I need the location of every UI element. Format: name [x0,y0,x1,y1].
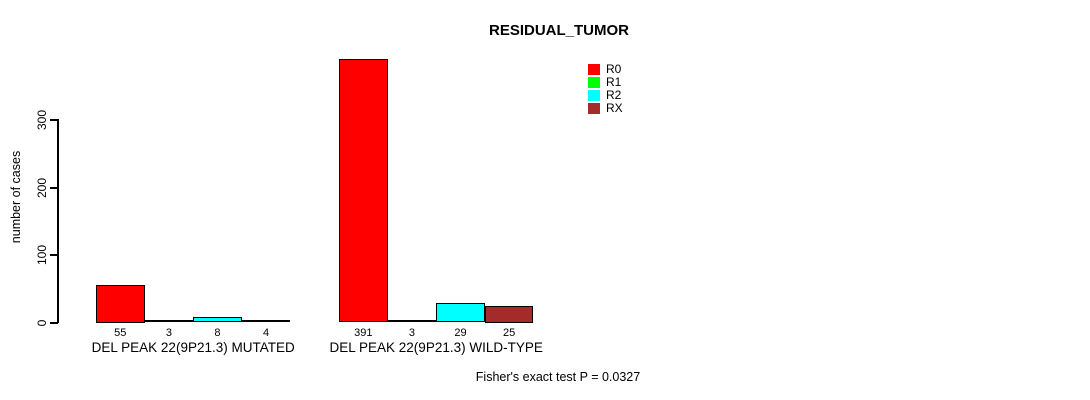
legend-item-r2: R2 [588,88,623,102]
y-tick-mark [50,119,58,121]
fisher-test-annotation: Fisher's exact test P = 0.0327 [475,370,641,384]
legend-label: R0 [606,62,622,76]
legend-swatch-r0 [588,64,600,75]
legend-item-r1: R1 [588,75,623,89]
y-tick-mark [50,321,58,324]
bar-r0 [339,58,388,323]
bar-value-label: 8 [214,327,221,339]
y-tick-label: 200 [35,177,49,198]
bar-value-label: 55 [114,327,127,339]
bar-value-label: 25 [502,327,516,339]
chart-title: RESIDUAL_TUMOR [488,22,630,39]
y-tick-label: 0 [35,319,49,326]
bar-r1 [144,320,194,323]
legend-item-r0: R0 [588,62,623,76]
legend-label: R1 [606,75,622,89]
legend-item-rx: RX [588,101,623,115]
y-tick-mark [50,186,58,189]
group-label: DEL PEAK 22(9P21.3) WILD-TYPE [329,340,543,355]
y-axis-line [57,119,59,323]
bar-rx [484,305,534,323]
bar-r2 [193,317,242,323]
y-axis-title: number of cases [9,150,23,244]
y-tick-mark [50,254,58,256]
legend-swatch-rx [588,103,600,114]
legend-swatch-r1 [588,77,600,88]
bar-value-label: 4 [263,327,270,339]
bar-value-label: 3 [165,327,172,339]
legend: R0 R1 R2 RX [588,62,623,115]
bar-value-label: 29 [454,327,467,339]
legend-label: RX [606,101,623,115]
y-tick-label: 100 [35,244,49,266]
bar-value-label: 3 [408,327,415,339]
legend-swatch-r2 [588,90,600,101]
legend-label: R2 [606,88,622,102]
bar-r2 [436,302,485,323]
bar-r0 [96,285,145,323]
group-label: DEL PEAK 22(9P21.3) MUTATED [91,340,295,355]
bar-value-label: 391 [354,327,373,339]
bar-r1 [387,320,437,323]
y-tick-label: 300 [35,109,49,131]
bar-rx [241,319,291,323]
